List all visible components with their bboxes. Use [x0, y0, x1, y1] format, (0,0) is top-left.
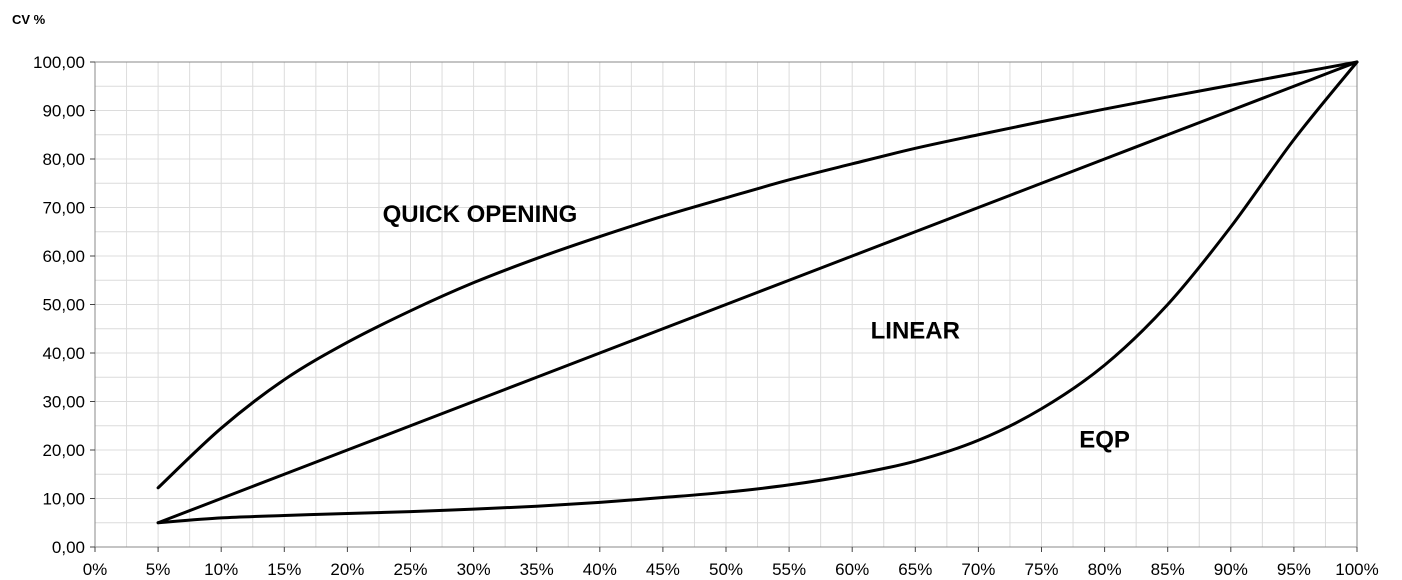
x-tick-label: 10% [204, 560, 238, 579]
curve-label-linear: LINEAR [871, 317, 960, 344]
x-tick-label: 85% [1151, 560, 1185, 579]
x-tick-label: 70% [961, 560, 995, 579]
x-axis-ticks: 0% 5% 10% 15% 20% 25% 30% 35% 40% 45% 50% 55% 60% 65%… [83, 547, 1379, 579]
curve-labels: QUICK OPENING LINEAR EQP [383, 201, 1130, 454]
curve-label-quick-opening: QUICK OPENING [383, 201, 578, 228]
series-line-eqp [156, 60, 1359, 525]
y-axis-label: CV % [12, 12, 46, 27]
x-tick-label: 15% [267, 560, 301, 579]
series-line-quick-opening [156, 60, 1359, 490]
x-tick-label: 25% [393, 560, 427, 579]
x-tick-label: 50% [709, 560, 743, 579]
y-axis-ticks: 0,00 10,00 20,00 30,00 40,00 50,00 60,00 70,00 8… [33, 53, 95, 557]
x-tick-label: 30% [457, 560, 491, 579]
y-tick-label: 60,00 [42, 247, 85, 266]
x-tick-label: 100% [1335, 560, 1378, 579]
grid [94, 61, 1358, 548]
y-tick-label: 0,00 [52, 538, 85, 557]
y-tick-label: 90,00 [42, 102, 85, 121]
x-tick-label: 75% [1024, 560, 1058, 579]
x-tick-label: 20% [330, 560, 364, 579]
y-tick-label: 20,00 [42, 441, 85, 460]
x-tick-label: 40% [583, 560, 617, 579]
x-tick-label: 0% [83, 560, 108, 579]
series-lines [156, 60, 1359, 525]
x-tick-label: 55% [772, 560, 806, 579]
x-tick-label: 5% [146, 560, 171, 579]
x-tick-label: 35% [520, 560, 554, 579]
y-tick-label: 30,00 [42, 393, 85, 412]
y-tick-label: 100,00 [33, 53, 85, 72]
x-tick-label: 45% [646, 560, 680, 579]
y-tick-label: 10,00 [42, 490, 85, 509]
y-tick-label: 50,00 [42, 296, 85, 315]
y-tick-label: 70,00 [42, 199, 85, 218]
x-tick-label: 60% [835, 560, 869, 579]
series-line-linear [156, 60, 1359, 525]
x-tick-label: 80% [1088, 560, 1122, 579]
x-tick-label: 90% [1214, 560, 1248, 579]
x-tick-label: 95% [1277, 560, 1311, 579]
curve-label-eqp: EQP [1079, 427, 1130, 454]
y-tick-label: 40,00 [42, 344, 85, 363]
x-tick-label: 65% [898, 560, 932, 579]
y-tick-label: 80,00 [42, 150, 85, 169]
